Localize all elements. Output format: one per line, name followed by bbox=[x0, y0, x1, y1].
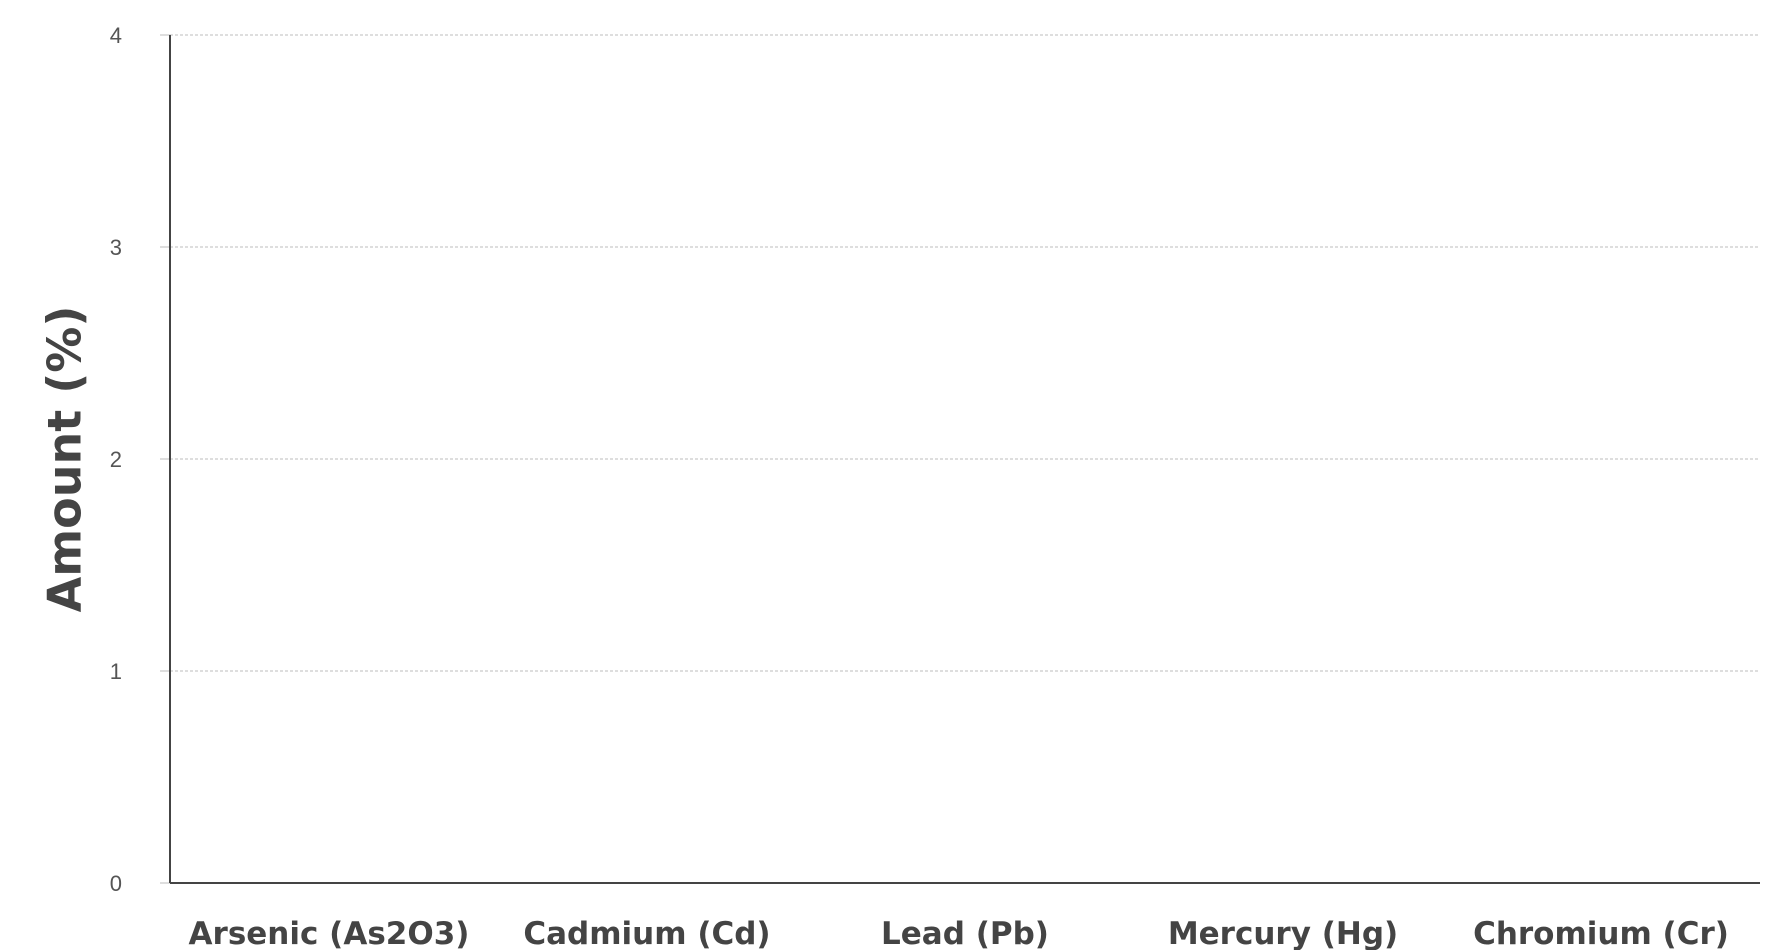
y-tick-label: 3 bbox=[110, 235, 122, 260]
y-tick-label: 2 bbox=[110, 447, 122, 472]
x-category-label: Cadmium (Cd) bbox=[523, 916, 770, 950]
x-category-label: Mercury (Hg) bbox=[1168, 916, 1398, 950]
x-category-label: Lead (Pb) bbox=[881, 916, 1049, 950]
x-category-label: Chromium (Cr) bbox=[1473, 916, 1729, 950]
y-axis-ticks: 0 1 2 3 4 bbox=[110, 23, 170, 896]
y-tick-label: 0 bbox=[110, 871, 122, 896]
x-axis-categories: Arsenic (As2O3) Cadmium (Cd) Lead (Pb) Merc… bbox=[189, 916, 1729, 950]
y-axis-label: Amount (%) bbox=[38, 306, 92, 613]
x-category-label: Arsenic (As2O3) bbox=[189, 916, 470, 950]
grid-lines bbox=[160, 34, 1760, 672]
y-tick-label: 4 bbox=[110, 23, 122, 48]
y-tick-label: 1 bbox=[110, 659, 122, 684]
